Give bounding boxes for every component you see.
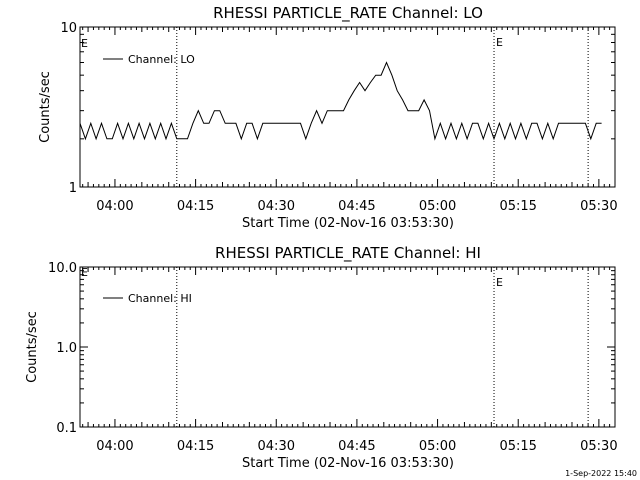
panel-lo-y-tick-label: 10 xyxy=(60,21,77,36)
panel-hi-x-tick-label: 05:00 xyxy=(419,439,456,454)
panel-hi-legend-label: Channel: HI xyxy=(128,292,192,305)
panel-lo: RHESSI PARTICLE_RATE Channel: LO Counts/… xyxy=(38,4,618,231)
footer-timestamp: 1-Sep-2022 15:40 xyxy=(565,469,637,478)
panel-hi-plot-frame xyxy=(79,266,616,428)
panel-hi-ylabel: Counts/sec xyxy=(25,311,40,383)
panel-lo-x-tick-label: 04:15 xyxy=(177,199,214,214)
panel-lo-x-tick-label: 04:45 xyxy=(338,199,375,214)
panel-hi-xlabel: Start Time (02-Nov-16 03:53:30) xyxy=(242,456,454,471)
panel-hi-axes: 04:00 04:15 04:30 04:45 05:00 05:15 05:30 0.1 1.… xyxy=(48,261,618,454)
panel-lo-xlabel: Start Time (02-Nov-16 03:53:30) xyxy=(242,216,454,231)
panel-hi-x-tick-label: 04:00 xyxy=(96,439,133,454)
panel-lo-ylabel: Counts/sec xyxy=(38,71,53,143)
panel-lo-left-marker-label: E xyxy=(81,37,88,50)
panel-lo-legend: Channel: LO xyxy=(103,53,195,66)
panel-hi-x-tick-label: 04:15 xyxy=(177,439,214,454)
panel-lo-plot-frame xyxy=(79,26,616,188)
panel-lo-legend-label: Channel: LO xyxy=(128,53,195,66)
panel-hi-event-marker-label: E xyxy=(496,276,503,289)
panel-lo-x-tick-label: 05:30 xyxy=(580,199,617,214)
panel-lo-x-tick-label: 05:00 xyxy=(419,199,456,214)
panel-lo-axes: 04:00 04:15 04:30 04:45 05:00 05:15 05:30 1 10 xyxy=(60,21,617,214)
panel-lo-marks: E xyxy=(79,27,602,187)
panel-hi-y-tick-label: 10.0 xyxy=(48,261,77,276)
panel-hi-left-marker-label: E xyxy=(81,266,88,279)
panel-hi-marks: E xyxy=(176,267,589,427)
panel-hi-x-tick-label: 04:30 xyxy=(258,439,295,454)
panel-lo-x-tick-label: 05:15 xyxy=(499,199,536,214)
panel-lo-x-tick-label: 04:30 xyxy=(258,199,295,214)
panel-hi-title: RHESSI PARTICLE_RATE Channel: HI xyxy=(215,244,481,263)
panel-hi-y-tick-label: 0.1 xyxy=(56,421,77,436)
panel-hi-x-tick-label: 05:15 xyxy=(499,439,536,454)
panel-lo-x-tick-label: 04:00 xyxy=(96,199,133,214)
panel-hi-legend: Channel: HI xyxy=(103,292,192,305)
panel-hi: RHESSI PARTICLE_RATE Channel: HI Counts/… xyxy=(25,244,618,471)
panel-lo-y-tick-label: 1 xyxy=(69,181,77,196)
panel-lo-event-marker-label: E xyxy=(496,36,503,49)
panel-hi-y-tick-label: 1.0 xyxy=(56,341,77,356)
panel-hi-x-tick-label: 04:45 xyxy=(338,439,375,454)
panel-lo-series-line xyxy=(79,61,602,141)
panel-hi-x-tick-label: 05:30 xyxy=(580,439,617,454)
panel-lo-title: RHESSI PARTICLE_RATE Channel: LO xyxy=(213,4,483,23)
